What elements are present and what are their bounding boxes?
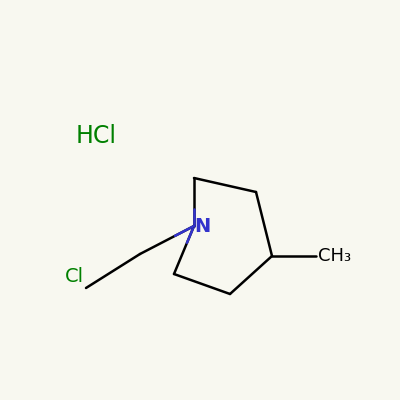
Text: CH₃: CH₃ bbox=[318, 247, 351, 265]
Text: N: N bbox=[194, 216, 210, 236]
Text: Cl: Cl bbox=[65, 267, 84, 286]
Text: HCl: HCl bbox=[76, 124, 116, 148]
